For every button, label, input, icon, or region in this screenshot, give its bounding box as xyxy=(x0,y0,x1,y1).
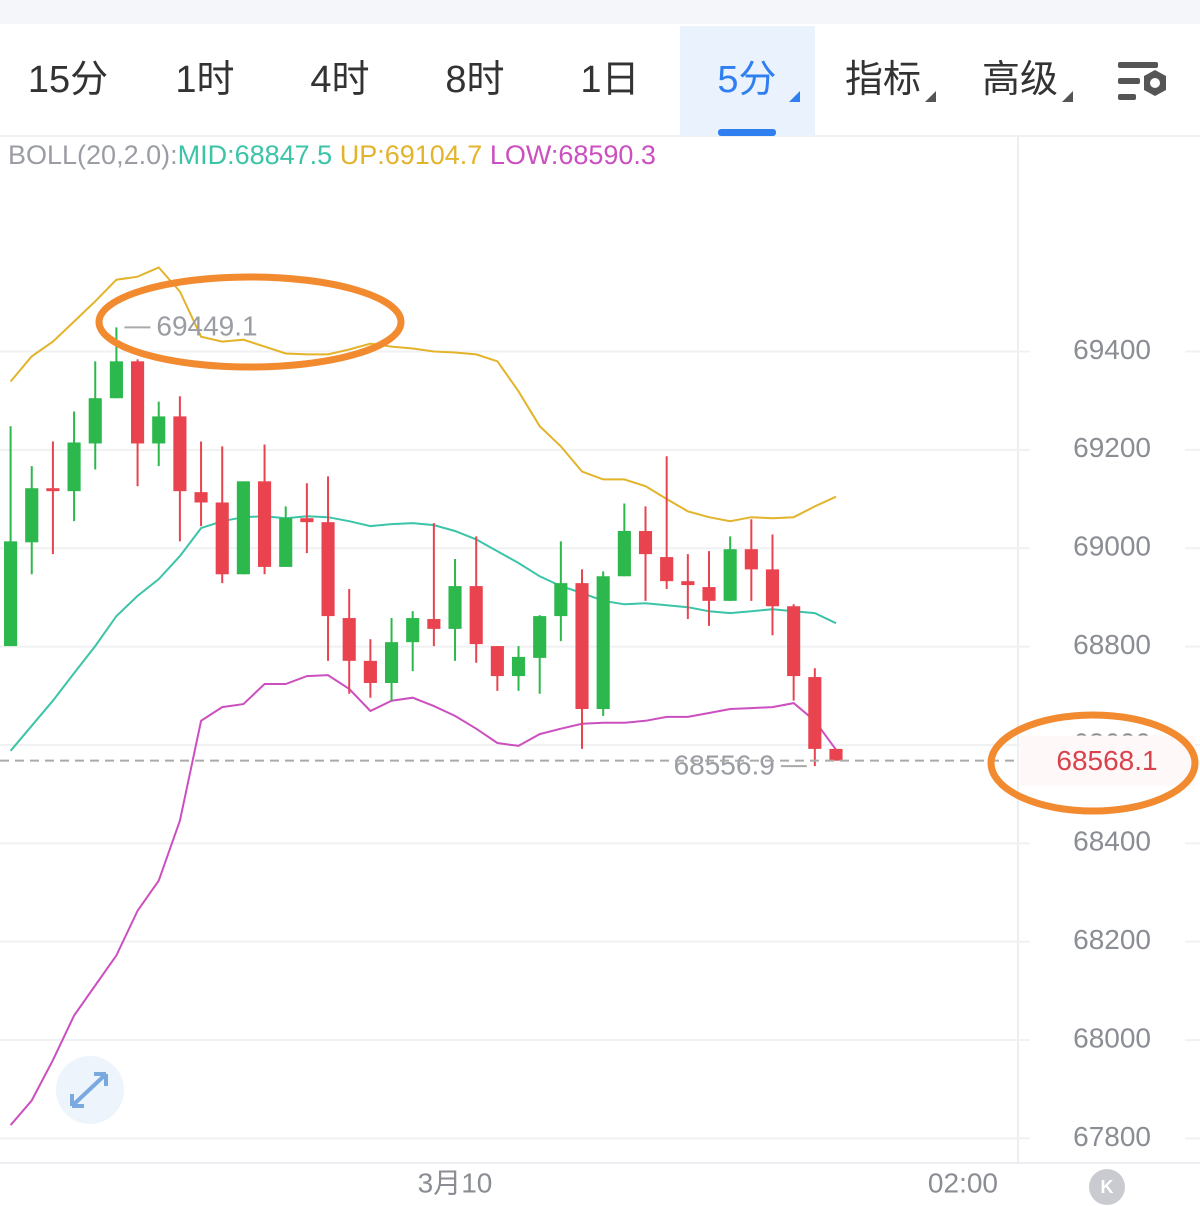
y-tick-label: 69200 xyxy=(1073,432,1151,463)
y-tick-label: 68000 xyxy=(1073,1022,1151,1053)
candle-body xyxy=(215,502,229,575)
candle-body xyxy=(131,361,145,444)
y-tick-label: 67800 xyxy=(1073,1121,1151,1152)
low-marker-label: 68556.9 xyxy=(674,750,775,781)
candle-body xyxy=(617,531,631,577)
boll-line xyxy=(9,515,837,752)
candle-body xyxy=(342,618,356,661)
candle-body xyxy=(448,586,462,629)
candle-body xyxy=(25,488,39,543)
y-tick-label: 69400 xyxy=(1073,334,1151,365)
dropdown-arrow xyxy=(1062,91,1073,102)
k-icon-text: K xyxy=(1101,1177,1114,1197)
candle-body xyxy=(257,481,272,567)
candle-body xyxy=(67,442,81,492)
candle-body xyxy=(723,549,737,601)
candle-body xyxy=(533,616,547,658)
current-price-label: 68568.1 xyxy=(1056,745,1157,776)
indicator-label: BOLL(20,2.0): xyxy=(8,140,178,170)
settings-icon[interactable] xyxy=(1118,62,1166,100)
candle-body xyxy=(279,518,293,567)
candle-body xyxy=(702,587,716,601)
candle-body xyxy=(787,606,801,677)
status-strip xyxy=(0,0,1200,24)
candle-body xyxy=(406,618,420,643)
tab-label: 4时 xyxy=(310,59,369,101)
tab-label: 1日 xyxy=(580,59,639,101)
expand-button[interactable] xyxy=(56,1056,124,1124)
candle-body xyxy=(808,677,822,749)
legend-entry: LOW:68590.3 xyxy=(490,140,656,170)
candle-body xyxy=(236,481,250,575)
tab[interactable]: 8时 xyxy=(445,59,504,101)
plot: 6780068000682006840068600688006900069200… xyxy=(0,140,1200,1198)
y-tick-label: 68200 xyxy=(1073,924,1151,955)
tab-label: 8时 xyxy=(445,59,504,101)
dropdown-arrow xyxy=(925,91,936,102)
tab[interactable]: 4时 xyxy=(310,59,369,101)
candle-body xyxy=(638,531,653,555)
candle-body xyxy=(321,522,335,617)
tab-label: 5分 xyxy=(717,59,776,101)
tab-bar: 15分 1时 4时 8时 1日 5分 指标 高级 xyxy=(28,26,1073,136)
tab-label: 1时 xyxy=(175,59,234,101)
tab[interactable]: 高级 xyxy=(982,59,1073,102)
candle-body xyxy=(554,583,568,617)
candle-body xyxy=(384,642,399,683)
candle-body xyxy=(109,361,123,399)
candle-body xyxy=(469,586,483,645)
tab[interactable]: 1日 xyxy=(580,59,639,101)
tab[interactable]: 1时 xyxy=(175,59,234,101)
legend-entry: MID:68847.5 xyxy=(178,140,333,170)
candle-body xyxy=(46,488,60,492)
candle-body xyxy=(300,518,314,523)
candle-body xyxy=(829,748,843,761)
candle-body xyxy=(511,656,526,677)
legend: BOLL(20,2.0):MID:68847.5 UP:69104.7 LOW:… xyxy=(8,140,656,170)
boll-line xyxy=(9,674,837,1126)
y-tick-label: 68400 xyxy=(1073,826,1151,857)
tab-label: 指标 xyxy=(845,59,921,101)
x-tick-label: 3月10 xyxy=(418,1167,493,1198)
tab[interactable]: 5分 xyxy=(680,26,815,136)
candle-body xyxy=(660,557,674,582)
candle-body xyxy=(490,646,504,677)
boll-line xyxy=(9,266,837,523)
candle-body xyxy=(765,569,780,607)
y-tick-label: 69000 xyxy=(1073,531,1151,562)
candle-body xyxy=(575,583,589,710)
candle-body xyxy=(88,398,102,444)
x-tick-label: 02:00 xyxy=(928,1167,998,1198)
candle-body xyxy=(363,660,377,683)
highlight-ellipse xyxy=(95,273,405,371)
dropdown-arrow xyxy=(789,91,800,102)
candle-body xyxy=(596,576,610,710)
y-tick-label: 68800 xyxy=(1073,629,1151,660)
candle-body xyxy=(173,416,187,492)
tab-highlight xyxy=(680,26,815,136)
candle-body xyxy=(4,541,18,647)
highlight-ellipse xyxy=(987,711,1199,815)
k-button[interactable]: K xyxy=(1089,1169,1125,1205)
legend-entry: UP:69104.7 xyxy=(340,140,483,170)
tab-label: 15分 xyxy=(28,59,108,101)
high-marker-label: 69449.1 xyxy=(156,311,257,342)
tab[interactable]: 15分 xyxy=(28,59,108,101)
tab-indicator xyxy=(718,129,776,136)
tab-label: 高级 xyxy=(982,59,1058,101)
candle-body xyxy=(681,581,695,586)
candle-body xyxy=(194,492,208,503)
candle-body xyxy=(427,619,441,629)
current-price-box xyxy=(1020,735,1195,786)
candle-body xyxy=(152,416,166,444)
tab[interactable]: 指标 xyxy=(845,59,936,102)
candle-body xyxy=(744,549,758,570)
